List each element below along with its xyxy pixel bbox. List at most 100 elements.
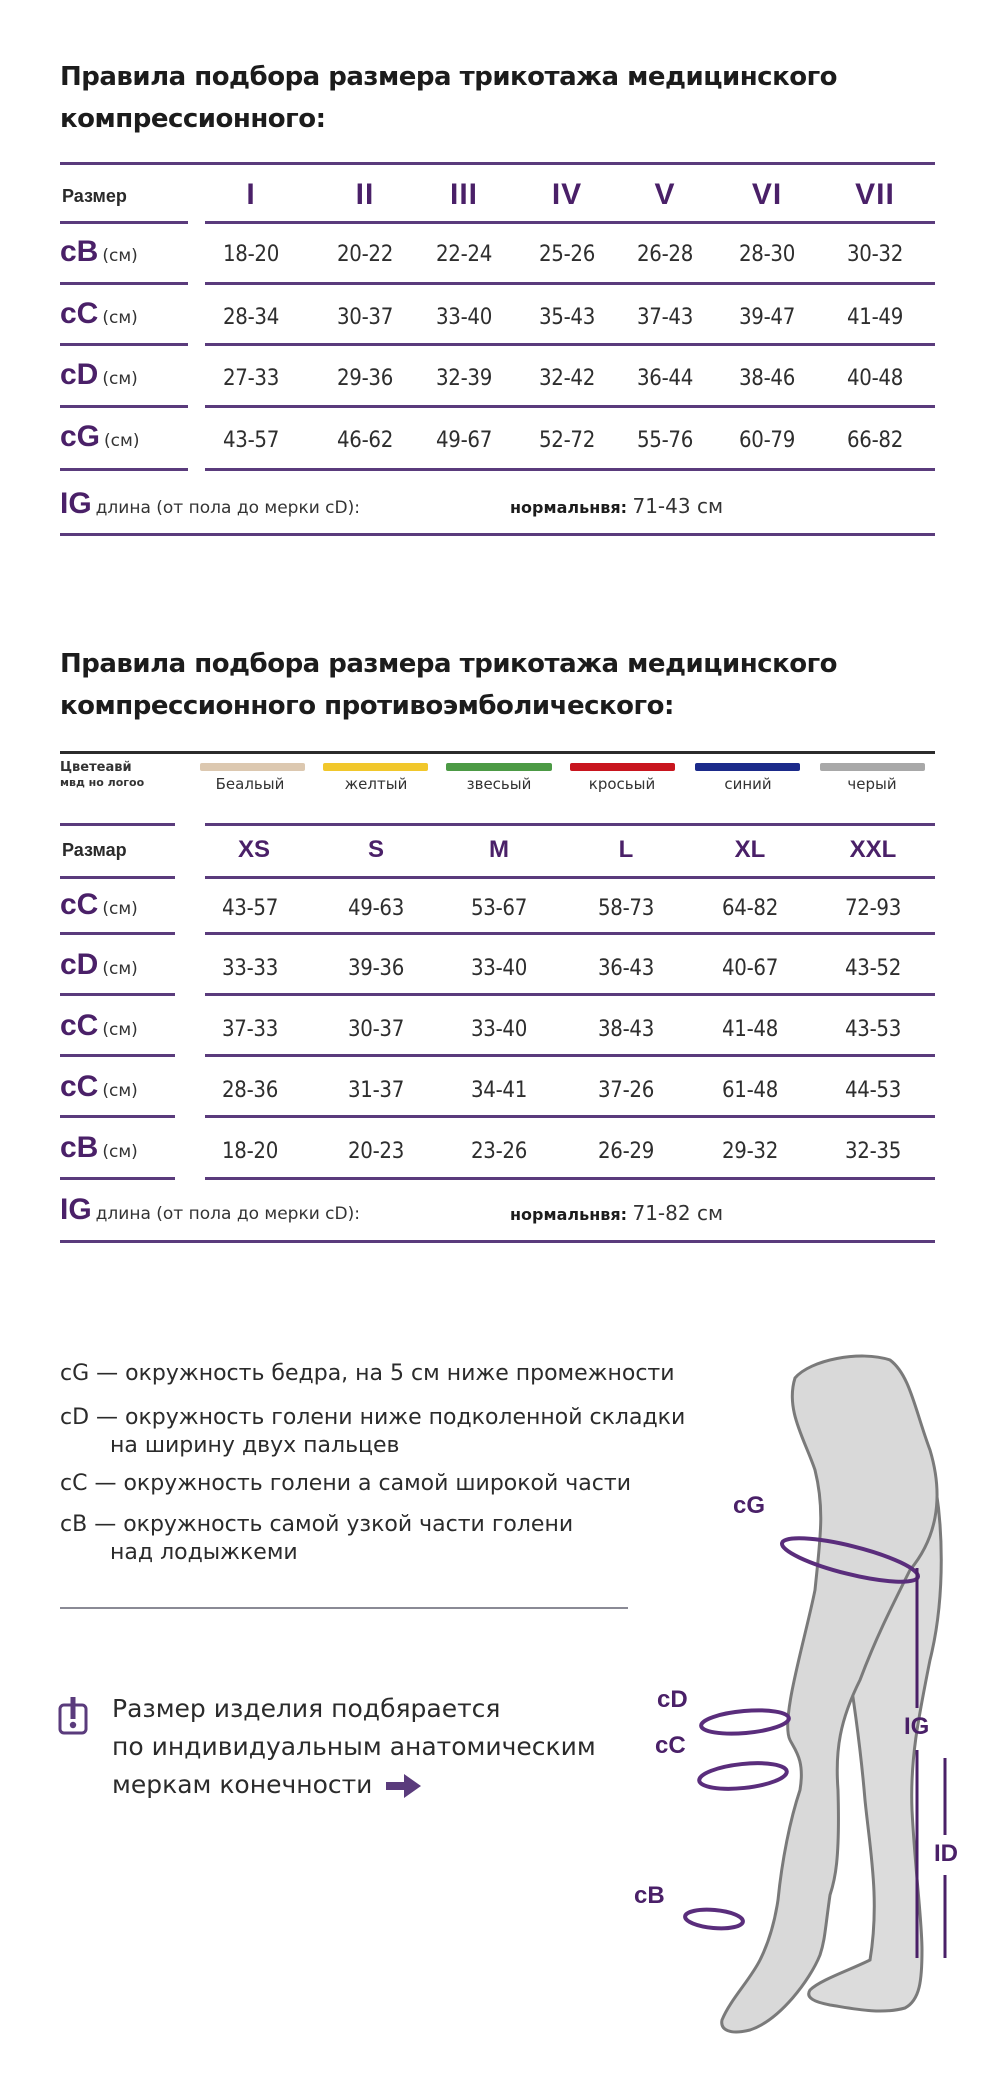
note-line-last: меркам конечности <box>112 1766 596 1804</box>
length-row: IG длина (от пола до мерки cD): <box>60 1193 360 1227</box>
row-label-cC: cC (см) <box>60 297 138 331</box>
divider <box>205 468 935 471</box>
def-code: cG <box>60 1361 90 1386</box>
table-cell: 29-36 <box>336 366 394 391</box>
def-text: — окружность голени а самой широкой част… <box>94 1471 631 1496</box>
table-cell: 30-32 <box>846 242 904 267</box>
divider <box>60 343 188 346</box>
color-swatch-gray <box>820 763 925 771</box>
figure-label-cB: cB <box>634 1882 665 1909</box>
def-text: — окружность самой узкой части голени <box>94 1512 574 1537</box>
measure-code: cC <box>60 1009 99 1042</box>
table-cell: 23-26 <box>470 1139 528 1164</box>
size-header: V <box>654 178 676 211</box>
table-cell: 20-22 <box>336 242 394 267</box>
table-cell: 38-43 <box>597 1017 655 1042</box>
table-cell: 32-35 <box>844 1139 902 1164</box>
norm-label: нормальнвя: <box>510 1205 628 1224</box>
length-row: IG длина (от пола до мерки cD): <box>60 487 360 521</box>
measure-unit: (см) <box>102 899 138 919</box>
measure-unit: (см) <box>104 431 140 451</box>
measure-unit: (см) <box>102 1142 138 1162</box>
divider <box>60 221 188 224</box>
length-norm: нормальнвя: 71-82 см <box>510 1201 723 1225</box>
divider <box>205 221 935 224</box>
divider <box>205 343 935 346</box>
color-swatch-blue <box>695 763 800 771</box>
table-cell: 32-39 <box>435 366 493 391</box>
table-cell: 36-44 <box>636 366 694 391</box>
divider <box>60 162 935 165</box>
table-cell: 26-28 <box>636 242 694 267</box>
def-text-cont: над лодыжкеми <box>110 1540 298 1565</box>
def-text: — окружность бедра, на 5 см ниже промежн… <box>96 1361 675 1386</box>
table-cell: 37-33 <box>221 1017 279 1042</box>
table-cell: 41-48 <box>721 1017 779 1042</box>
def-text-cont: на ширину двух пальцев <box>110 1433 400 1458</box>
table-cell: 30-37 <box>347 1017 405 1042</box>
size-header: III <box>449 178 479 211</box>
size-header: XXL <box>849 836 897 863</box>
table-cell: 33-40 <box>470 956 528 981</box>
size-header: S <box>367 836 385 863</box>
note-text: Размер изделия подбярается по индивидуал… <box>112 1690 596 1804</box>
row-label-cD: cD (см) <box>60 358 138 392</box>
def-text: — окружность голени ниже подколенной скл… <box>96 1405 686 1430</box>
table-cell: 37-26 <box>597 1078 655 1103</box>
divider <box>60 876 175 879</box>
table-cell: 33-40 <box>435 305 493 330</box>
size-header: IV <box>551 178 583 211</box>
divider <box>60 932 175 935</box>
measure-unit: (см) <box>102 246 138 266</box>
size-header: XS <box>237 836 271 863</box>
table-cell: 35-43 <box>538 305 596 330</box>
table-cell: 49-63 <box>347 896 405 921</box>
color-label: синий <box>724 775 772 793</box>
measure-code: cB <box>60 1131 99 1164</box>
table-cell: 34-41 <box>470 1078 528 1103</box>
table-cell: 46-62 <box>336 428 394 453</box>
table2-title: Правила подбора размера трикотажа медици… <box>60 649 838 721</box>
table-cell: 26-29 <box>597 1139 655 1164</box>
size-header: M <box>489 836 509 863</box>
measure-unit: (см) <box>102 1081 138 1101</box>
def-code: cB <box>60 1512 88 1537</box>
table-cell: 38-46 <box>738 366 796 391</box>
measure-code: cD <box>60 358 99 391</box>
measure-code: cC <box>60 297 99 330</box>
table-cell: 66-82 <box>846 428 904 453</box>
table-cell: 58-73 <box>597 896 655 921</box>
divider <box>60 1177 175 1180</box>
table-cell: 37-43 <box>636 305 694 330</box>
table-cell: 36-43 <box>597 956 655 981</box>
table-cell: 60-79 <box>738 428 796 453</box>
table-cell: 30-37 <box>336 305 394 330</box>
table1-title: Правила подбора размера трикотажа медици… <box>60 62 838 134</box>
size-header: XL <box>734 836 766 863</box>
color-label: черый <box>847 775 897 793</box>
divider <box>60 751 935 754</box>
note-line: Размер изделия подбярается <box>112 1694 501 1723</box>
figure-label-cC: cC <box>655 1732 686 1759</box>
divider <box>60 1607 628 1609</box>
legs-figure-icon <box>683 1354 947 2034</box>
norm-label: нормальнвя: <box>510 498 628 517</box>
table-cell: 22-24 <box>435 242 493 267</box>
row-label: cC (см) <box>60 1009 138 1043</box>
table-cell: 40-67 <box>721 956 779 981</box>
length-desc: длина (от пола до мерки cD): <box>95 1204 360 1224</box>
table-cell: 18-20 <box>222 242 280 267</box>
color-label: Беальый <box>215 775 285 793</box>
color-swatch-yellow <box>323 763 428 771</box>
table-cell: 64-82 <box>721 896 779 921</box>
table-cell: 18-20 <box>221 1139 279 1164</box>
color-swatch-green <box>446 763 552 771</box>
table-cell: 43-53 <box>844 1017 902 1042</box>
color-swatch-red <box>570 763 675 771</box>
definition-cD: cD — окружность голени ниже подколенной … <box>60 1404 685 1460</box>
row-label-cG: cG (см) <box>60 420 139 454</box>
row-label: cD (см) <box>60 948 138 982</box>
divider <box>205 876 935 879</box>
measure-code: cB <box>60 235 99 268</box>
table-cell: 44-53 <box>844 1078 902 1103</box>
